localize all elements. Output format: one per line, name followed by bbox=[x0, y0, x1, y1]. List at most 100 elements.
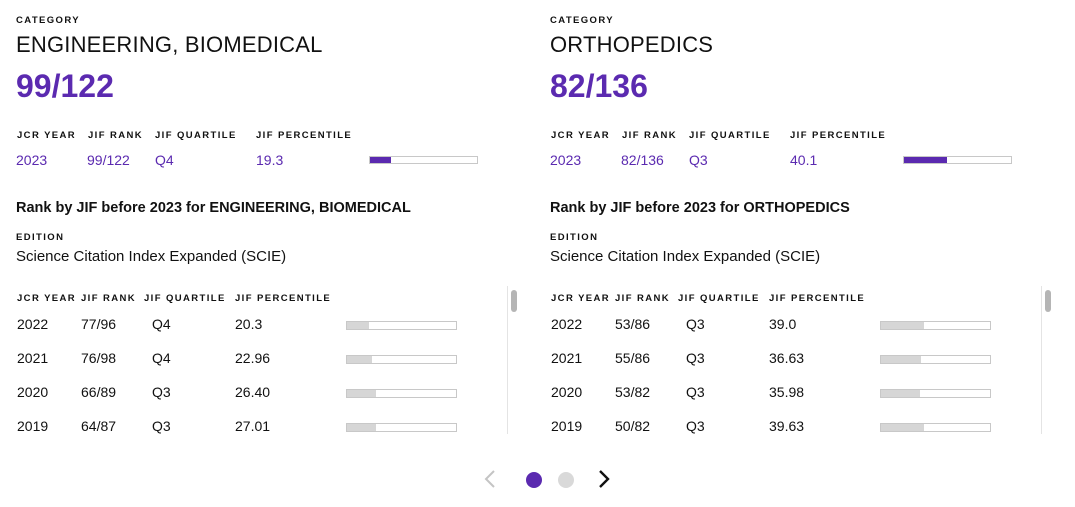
history-percentile-fill bbox=[347, 356, 373, 363]
history-title: Rank by JIF before 2023 for ORTHOPEDICS bbox=[550, 200, 850, 216]
history-percentile-bar bbox=[880, 321, 991, 330]
history-scrollbar[interactable] bbox=[507, 286, 519, 434]
history-year: 2019 bbox=[551, 418, 583, 434]
pager-dot-2[interactable] bbox=[558, 472, 574, 488]
history-percentile: 20.3 bbox=[235, 316, 263, 332]
history-row: 2019 50/82 Q3 39.63 bbox=[550, 418, 1020, 434]
category-caption: CATEGORY bbox=[550, 15, 614, 26]
category-name: ORTHOPEDICS bbox=[550, 32, 714, 57]
history-percentile: 39.63 bbox=[769, 418, 805, 434]
current-quartile: Q3 bbox=[689, 152, 708, 168]
pager-dot-1[interactable] bbox=[526, 472, 542, 488]
history-quartile: Q4 bbox=[152, 316, 171, 332]
history-percentile-fill bbox=[347, 424, 377, 431]
history-percentile-fill bbox=[881, 322, 924, 329]
jcr-year-header: JCR YEAR bbox=[17, 130, 77, 141]
current-percentile: 40.1 bbox=[790, 152, 818, 168]
category-card: CATEGORY ORTHOPEDICS 82/136 JCR YEAR JIF… bbox=[550, 0, 1053, 440]
jcr-year-header: JCR YEAR bbox=[551, 130, 611, 141]
history-rank: 53/82 bbox=[615, 384, 651, 400]
history-percentile: 35.98 bbox=[769, 384, 805, 400]
history-percentile-header: JIF PERCENTILE bbox=[235, 293, 332, 304]
category-caption: CATEGORY bbox=[16, 15, 80, 26]
history-rank: 76/98 bbox=[81, 350, 117, 366]
chevron-left-icon[interactable] bbox=[482, 468, 498, 490]
history-year: 2019 bbox=[17, 418, 49, 434]
jif-rank-header: JIF RANK bbox=[88, 130, 144, 141]
category-card: CATEGORY ENGINEERING, BIOMEDICAL 99/122 … bbox=[16, 0, 519, 440]
history-year: 2022 bbox=[17, 316, 49, 332]
scrollbar-thumb[interactable] bbox=[511, 290, 517, 312]
edition-value: Science Citation Index Expanded (SCIE) bbox=[550, 248, 821, 265]
history-percentile-bar bbox=[880, 355, 991, 364]
history-row: 2022 53/86 Q3 39.0 bbox=[550, 316, 1020, 350]
history-percentile-bar bbox=[346, 389, 457, 398]
edition-caption: EDITION bbox=[550, 232, 599, 243]
history-quartile: Q3 bbox=[686, 316, 705, 332]
history-year: 2020 bbox=[551, 384, 583, 400]
history-percentile-bar bbox=[880, 423, 991, 432]
history-quartile-header: JIF QUARTILE bbox=[144, 293, 226, 304]
chevron-right-icon[interactable] bbox=[596, 468, 612, 490]
history-percentile-fill bbox=[881, 390, 921, 397]
current-percentile-bar bbox=[903, 156, 1012, 164]
history-quartile: Q3 bbox=[152, 384, 171, 400]
history-row: 2020 66/89 Q3 26.40 bbox=[16, 384, 486, 418]
history-percentile-bar bbox=[346, 355, 457, 364]
scrollbar-thumb[interactable] bbox=[1045, 290, 1051, 312]
history-year-header: JCR YEAR bbox=[551, 293, 611, 304]
history-percentile-fill bbox=[347, 390, 376, 397]
history-percentile: 27.01 bbox=[235, 418, 271, 434]
current-quartile: Q4 bbox=[155, 152, 174, 168]
jif-percentile-header: JIF PERCENTILE bbox=[256, 130, 353, 141]
category-name: ENGINEERING, BIOMEDICAL bbox=[16, 32, 323, 57]
current-percentile-fill bbox=[904, 157, 947, 163]
current-year: 2023 bbox=[16, 152, 48, 168]
history-percentile-header: JIF PERCENTILE bbox=[769, 293, 866, 304]
history-quartile-header: JIF QUARTILE bbox=[678, 293, 760, 304]
history-rank: 66/89 bbox=[81, 384, 117, 400]
history-title: Rank by JIF before 2023 for ENGINEERING,… bbox=[16, 200, 411, 216]
history-row: 2021 76/98 Q4 22.96 bbox=[16, 350, 486, 384]
history-percentile-fill bbox=[881, 424, 925, 431]
history-year: 2021 bbox=[17, 350, 49, 366]
current-rank: 82/136 bbox=[621, 152, 664, 168]
history-rank-header: JIF RANK bbox=[81, 293, 137, 304]
history-quartile: Q3 bbox=[686, 384, 705, 400]
history-percentile: 36.63 bbox=[769, 350, 805, 366]
history-percentile-bar bbox=[346, 321, 457, 330]
history-percentile: 39.0 bbox=[769, 316, 797, 332]
history-year: 2022 bbox=[551, 316, 583, 332]
current-rank: 99/122 bbox=[87, 152, 130, 168]
history-percentile: 26.40 bbox=[235, 384, 271, 400]
history-scrollbar[interactable] bbox=[1041, 286, 1053, 434]
edition-value: Science Citation Index Expanded (SCIE) bbox=[16, 248, 287, 265]
history-table[interactable]: JCR YEAR JIF RANK JIF QUARTILE JIF PERCE… bbox=[16, 286, 508, 434]
jif-quartile-header: JIF QUARTILE bbox=[689, 130, 771, 141]
jif-percentile-header: JIF PERCENTILE bbox=[790, 130, 887, 141]
history-rank: 50/82 bbox=[615, 418, 651, 434]
current-percentile-bar bbox=[369, 156, 478, 164]
history-rank: 77/96 bbox=[81, 316, 117, 332]
history-quartile: Q3 bbox=[686, 350, 705, 366]
current-percentile-fill bbox=[370, 157, 391, 163]
history-quartile: Q3 bbox=[686, 418, 705, 434]
edition-caption: EDITION bbox=[16, 232, 65, 243]
history-percentile: 22.96 bbox=[235, 350, 271, 366]
carousel-pager bbox=[480, 466, 620, 496]
history-row: 2020 53/82 Q3 35.98 bbox=[550, 384, 1020, 418]
history-quartile: Q3 bbox=[152, 418, 171, 434]
history-percentile-fill bbox=[881, 356, 921, 363]
category-rank: 82/136 bbox=[550, 68, 648, 104]
history-table[interactable]: JCR YEAR JIF RANK JIF QUARTILE JIF PERCE… bbox=[550, 286, 1042, 434]
history-row: 2022 77/96 Q4 20.3 bbox=[16, 316, 486, 350]
history-year: 2021 bbox=[551, 350, 583, 366]
current-percentile: 19.3 bbox=[256, 152, 284, 168]
history-rank: 64/87 bbox=[81, 418, 117, 434]
history-percentile-bar bbox=[880, 389, 991, 398]
category-rank: 99/122 bbox=[16, 68, 114, 104]
history-percentile-bar bbox=[346, 423, 457, 432]
history-rank: 55/86 bbox=[615, 350, 651, 366]
history-quartile: Q4 bbox=[152, 350, 171, 366]
history-row: 2019 64/87 Q3 27.01 bbox=[16, 418, 486, 434]
